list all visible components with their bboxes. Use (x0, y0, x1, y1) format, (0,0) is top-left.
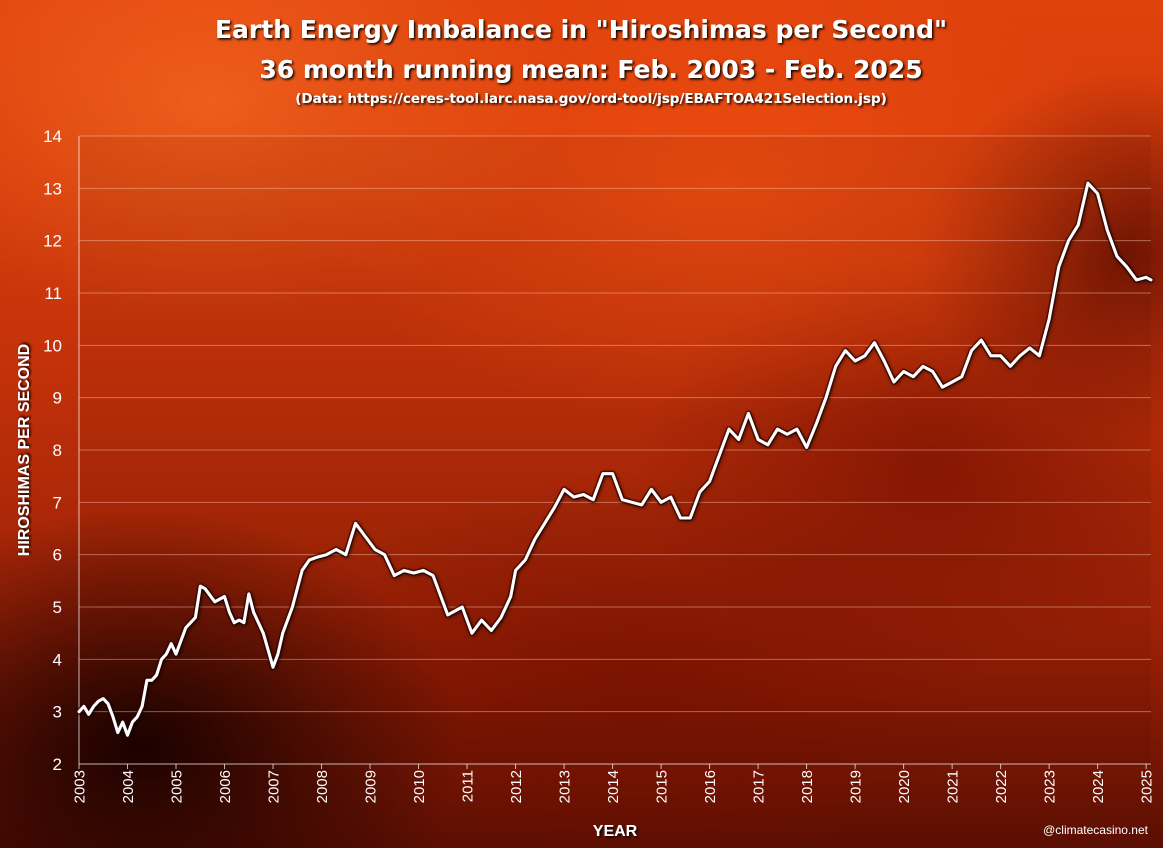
data-series (76, 180, 1154, 739)
y-tick-label: 2 (53, 755, 62, 774)
y-tick-label: 9 (53, 389, 62, 408)
y-tick-label: 13 (43, 179, 62, 198)
chart-subtitle: 36 month running mean: Feb. 2003 - Feb. … (259, 55, 922, 84)
x-tick-label: 2007 (266, 770, 283, 803)
plot-area (78, 136, 1151, 765)
data-source-note: (Data: https://ceres-tool.larc.nasa.gov/… (295, 91, 887, 107)
credit-label: @climatecasino.net (1043, 823, 1149, 837)
x-tick-label: 2024 (1090, 770, 1107, 803)
x-tick-label: 2021 (945, 770, 962, 803)
x-tick-label: 2025 (1139, 770, 1156, 803)
x-tick-label: 2015 (654, 770, 671, 803)
x-tick-label: 2010 (411, 770, 428, 803)
x-tick-label: 2011 (460, 770, 477, 802)
chart-title: Earth Energy Imbalance in "Hiroshimas pe… (215, 15, 947, 44)
y-tick-label: 10 (43, 336, 62, 355)
x-tick-label: 2019 (848, 770, 865, 803)
x-tick-label: 2006 (217, 770, 234, 803)
x-tick-label: 2004 (120, 770, 137, 803)
x-tick-label: 2014 (605, 770, 622, 803)
x-axis-ticks: 2003 2004 2005 2006 2007 2008 2009 2010 2011 2012… (72, 764, 1156, 803)
x-tick-label: 2003 (72, 770, 89, 803)
y-tick-label: 14 (43, 127, 62, 146)
x-tick-label: 2023 (1042, 770, 1059, 803)
x-axis-label: YEAR (593, 823, 638, 840)
series-line (77, 181, 1153, 737)
y-tick-label: 11 (44, 284, 62, 303)
plot-background (79, 136, 1151, 764)
x-tick-label: 2005 (169, 770, 186, 803)
x-tick-label: 2008 (314, 770, 331, 803)
y-tick-label: 3 (53, 703, 62, 722)
y-axis-ticks: 2 3 4 5 6 7 8 9 10 11 12 13 14 (43, 127, 62, 774)
x-tick-label: 2018 (799, 770, 816, 803)
y-tick-label: 4 (53, 650, 62, 669)
x-tick-label: 2013 (557, 770, 574, 803)
x-tick-label: 2020 (896, 770, 913, 803)
x-tick-label: 2016 (702, 770, 719, 803)
y-tick-label: 5 (53, 598, 62, 617)
y-tick-label: 7 (53, 493, 62, 512)
x-tick-label: 2012 (508, 770, 525, 803)
y-tick-label: 8 (53, 441, 62, 460)
x-tick-label: 2022 (993, 770, 1010, 803)
y-axis-label: HIROSHIMAS PER SECOND (16, 344, 33, 556)
y-tick-label: 6 (53, 546, 62, 565)
x-tick-label: 2017 (751, 770, 768, 803)
x-tick-label: 2009 (363, 770, 380, 803)
y-tick-label: 12 (43, 232, 62, 251)
